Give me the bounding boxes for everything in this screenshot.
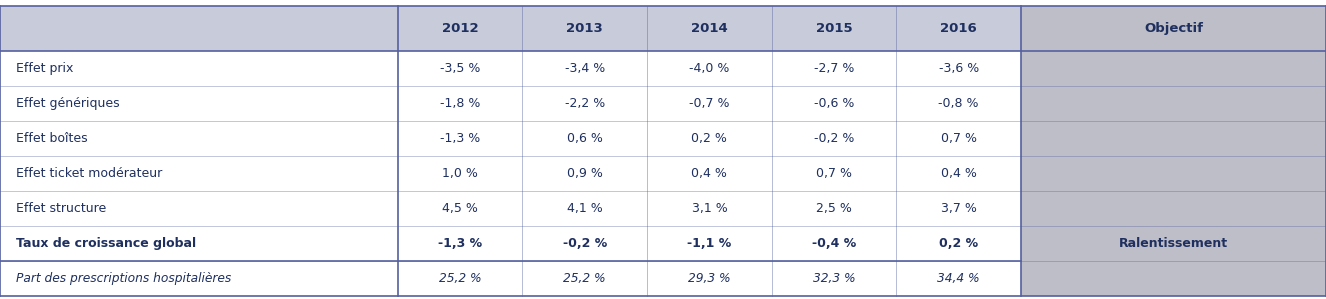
Text: 0,4 %: 0,4 %: [691, 167, 728, 180]
Text: -2,2 %: -2,2 %: [565, 97, 605, 110]
Bar: [1021, 6, 1326, 51]
Text: Effet ticket modérateur: Effet ticket modérateur: [16, 167, 162, 180]
Text: -3,4 %: -3,4 %: [565, 62, 605, 75]
Text: -2,7 %: -2,7 %: [814, 62, 854, 75]
Text: -1,1 %: -1,1 %: [687, 237, 732, 250]
Bar: [398, 6, 522, 51]
Bar: [1021, 261, 1326, 296]
Text: 25,2 %: 25,2 %: [439, 272, 481, 285]
Bar: [522, 6, 647, 51]
Text: 4,5 %: 4,5 %: [442, 202, 479, 215]
Bar: [772, 6, 896, 51]
Text: 2,5 %: 2,5 %: [815, 202, 853, 215]
Text: 0,2 %: 0,2 %: [939, 237, 979, 250]
Text: 2012: 2012: [442, 22, 479, 35]
Bar: [1021, 191, 1326, 226]
Text: 29,3 %: 29,3 %: [688, 272, 731, 285]
Text: -1,3 %: -1,3 %: [440, 132, 480, 145]
Bar: [1021, 226, 1326, 261]
Text: -1,8 %: -1,8 %: [440, 97, 480, 110]
Text: -0,2 %: -0,2 %: [814, 132, 854, 145]
Text: 3,1 %: 3,1 %: [692, 202, 727, 215]
Text: -0,6 %: -0,6 %: [814, 97, 854, 110]
Text: Effet prix: Effet prix: [16, 62, 73, 75]
Text: 0,4 %: 0,4 %: [940, 167, 977, 180]
Text: 3,7 %: 3,7 %: [940, 202, 977, 215]
Text: 2013: 2013: [566, 22, 603, 35]
Bar: [1021, 156, 1326, 191]
Text: Effet boîtes: Effet boîtes: [16, 132, 88, 145]
Text: Taux de croissance global: Taux de croissance global: [16, 237, 196, 250]
Text: 2016: 2016: [940, 22, 977, 35]
Text: 0,2 %: 0,2 %: [691, 132, 728, 145]
Text: 0,7 %: 0,7 %: [815, 167, 853, 180]
Text: 25,2 %: 25,2 %: [564, 272, 606, 285]
Text: Effet génériques: Effet génériques: [16, 97, 119, 110]
Text: 4,1 %: 4,1 %: [568, 202, 602, 215]
Bar: [1021, 121, 1326, 156]
Text: Objectif: Objectif: [1144, 22, 1203, 35]
Bar: [896, 6, 1021, 51]
Text: 32,3 %: 32,3 %: [813, 272, 855, 285]
Text: -3,6 %: -3,6 %: [939, 62, 979, 75]
Text: 0,9 %: 0,9 %: [566, 167, 603, 180]
Text: -1,3 %: -1,3 %: [438, 237, 483, 250]
Text: Part des prescriptions hospitalières: Part des prescriptions hospitalières: [16, 272, 231, 285]
Text: 2015: 2015: [815, 22, 853, 35]
Text: -4,0 %: -4,0 %: [690, 62, 729, 75]
Text: -3,5 %: -3,5 %: [440, 62, 480, 75]
Text: 0,6 %: 0,6 %: [566, 132, 603, 145]
Bar: [1021, 51, 1326, 86]
Text: Ralentissement: Ralentissement: [1119, 237, 1228, 250]
Text: 2014: 2014: [691, 22, 728, 35]
Text: -0,7 %: -0,7 %: [690, 97, 729, 110]
Text: 34,4 %: 34,4 %: [937, 272, 980, 285]
Bar: [0, 6, 398, 51]
Text: -0,8 %: -0,8 %: [939, 97, 979, 110]
Bar: [647, 6, 772, 51]
Text: Effet structure: Effet structure: [16, 202, 106, 215]
Text: -0,4 %: -0,4 %: [812, 237, 857, 250]
Text: 1,0 %: 1,0 %: [442, 167, 479, 180]
Text: 0,7 %: 0,7 %: [940, 132, 977, 145]
Bar: [1021, 86, 1326, 121]
Text: -0,2 %: -0,2 %: [562, 237, 607, 250]
